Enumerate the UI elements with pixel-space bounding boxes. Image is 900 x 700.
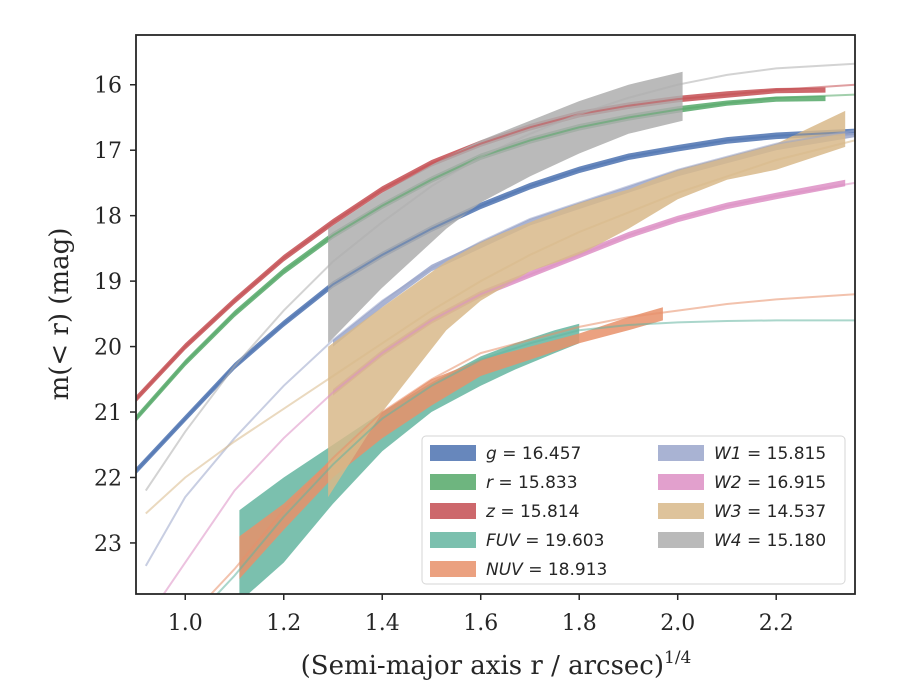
x-tick-label: 1.6: [463, 611, 498, 636]
model-curve-w2: [162, 181, 855, 594]
model-curves: [136, 62, 855, 594]
legend-swatch-nuv: [430, 561, 476, 577]
legend-swatch-z: [430, 503, 476, 519]
y-tick-label: 19: [94, 270, 122, 295]
x-tick-label: 1.0: [168, 611, 203, 636]
band-w4: [328, 71, 683, 344]
x-tick-label: 2.0: [660, 611, 695, 636]
model-curve-w4: [144, 62, 855, 492]
legend: g = 16.457 r = 15.833 z = 15.814 FUV = 19.6…: [421, 435, 846, 585]
x-axis-label-main: (Semi-major axis r / arcsec): [301, 651, 664, 681]
y-tick-label: 21: [94, 401, 122, 426]
model-curve-w3: [145, 139, 855, 515]
x-tick-label: 1.8: [562, 611, 597, 636]
legend-swatch-w1: [658, 445, 704, 461]
x-tick-label: 1.4: [365, 611, 400, 636]
legend-label-g: g = 16.457: [486, 444, 581, 464]
x-tick-label: 2.2: [759, 611, 794, 636]
plot-frame: [135, 34, 856, 595]
y-tick-label: 17: [94, 139, 122, 164]
y-tick-label: 22: [94, 466, 122, 491]
band-w3: [328, 110, 846, 498]
model-curve-w1: [144, 129, 855, 567]
legend-frame: [421, 435, 846, 585]
model-curve-z: [136, 83, 855, 400]
x-tick-label: 1.2: [266, 611, 301, 636]
y-tick-label: 20: [94, 336, 122, 361]
y-tick-label: 18: [94, 205, 122, 230]
legend-label-w1: W1 = 15.815: [714, 444, 826, 464]
legend-swatch-fuv: [430, 532, 476, 548]
model-curve-g: [136, 130, 855, 472]
data-bands: [136, 71, 855, 594]
y-tick-label: 23: [94, 532, 122, 557]
y-axis-label: m(< r) (mag): [45, 228, 75, 401]
x-axis-label-exponent: 1/4: [664, 648, 691, 668]
legend-swatch-r: [430, 474, 476, 490]
legend-swatch-w4: [658, 532, 704, 548]
legend-label-w4: W4 = 15.180: [714, 531, 826, 551]
legend-label-nuv: NUV = 18.913: [486, 560, 607, 580]
legend-swatch-g: [430, 445, 476, 461]
y-tick-label: 16: [94, 74, 122, 99]
model-curve-fuv: [215, 319, 855, 594]
legend-swatch-w2: [658, 474, 704, 490]
x-axis-ticks: 1.0 1.2 1.4 1.6 1.8 2.0 2.2: [168, 594, 794, 636]
model-curve-nuv: [209, 293, 855, 594]
legend-label-z: z = 15.814: [485, 502, 579, 522]
y-axis-ticks: 16 17 18 19 20 21 22 23: [94, 74, 136, 557]
x-axis-label: (Semi-major axis r / arcsec)1/4: [301, 648, 692, 681]
legend-label-w3: W3 = 14.537: [714, 502, 826, 522]
legend-swatch-w3: [658, 503, 704, 519]
legend-label-w2: W2 = 16.915: [714, 473, 826, 493]
band-g: [136, 128, 855, 475]
legend-label-fuv: FUV = 19.603: [486, 531, 604, 551]
legend-label-r: r = 15.833: [486, 473, 578, 493]
